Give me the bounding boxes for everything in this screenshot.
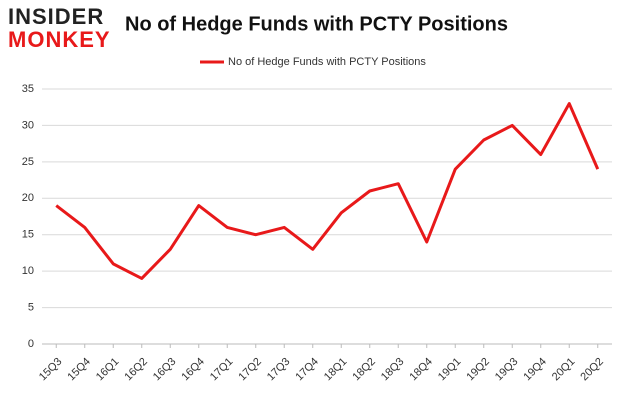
- y-tick-label: 20: [22, 192, 34, 204]
- x-tick-label: 18Q2: [350, 356, 378, 384]
- x-tick-label: 18Q3: [379, 356, 407, 384]
- x-tick-label: 20Q2: [578, 356, 606, 384]
- x-tick-label: 19Q1: [436, 356, 464, 384]
- y-tick-label: 10: [22, 265, 34, 277]
- logo-top: INSIDER: [8, 4, 104, 29]
- x-tick-label: 18Q1: [322, 356, 350, 384]
- logo-bottom: MONKEY: [8, 27, 111, 52]
- y-tick-label: 5: [28, 301, 34, 313]
- series-line: [55, 102, 600, 280]
- x-tick-label: 15Q4: [65, 356, 93, 384]
- chart-title: No of Hedge Funds with PCTY Positions: [125, 13, 508, 35]
- x-tick-label: 16Q4: [179, 356, 207, 384]
- y-tick-label: 0: [28, 338, 34, 350]
- y-tick-label: 35: [22, 83, 34, 95]
- x-tick-label: 19Q2: [464, 356, 492, 384]
- x-tick-label: 19Q3: [493, 356, 521, 384]
- x-tick-label: 18Q4: [407, 356, 435, 384]
- x-tick-label: 20Q1: [550, 356, 578, 384]
- x-tick-label: 16Q1: [94, 356, 122, 384]
- x-tick-label: 17Q4: [293, 356, 321, 384]
- x-tick-label: 16Q2: [122, 356, 150, 384]
- x-tick-label: 15Q3: [37, 356, 65, 384]
- x-tick-label: 17Q2: [236, 356, 264, 384]
- x-tick-label: 19Q4: [521, 356, 549, 384]
- legend-label: No of Hedge Funds with PCTY Positions: [228, 56, 426, 68]
- y-tick-label: 25: [22, 156, 34, 168]
- x-tick-label: 17Q3: [265, 356, 293, 384]
- x-tick-label: 17Q1: [208, 356, 236, 384]
- y-tick-label: 30: [22, 119, 34, 131]
- x-tick-label: 16Q3: [151, 356, 179, 384]
- y-tick-label: 15: [22, 229, 34, 241]
